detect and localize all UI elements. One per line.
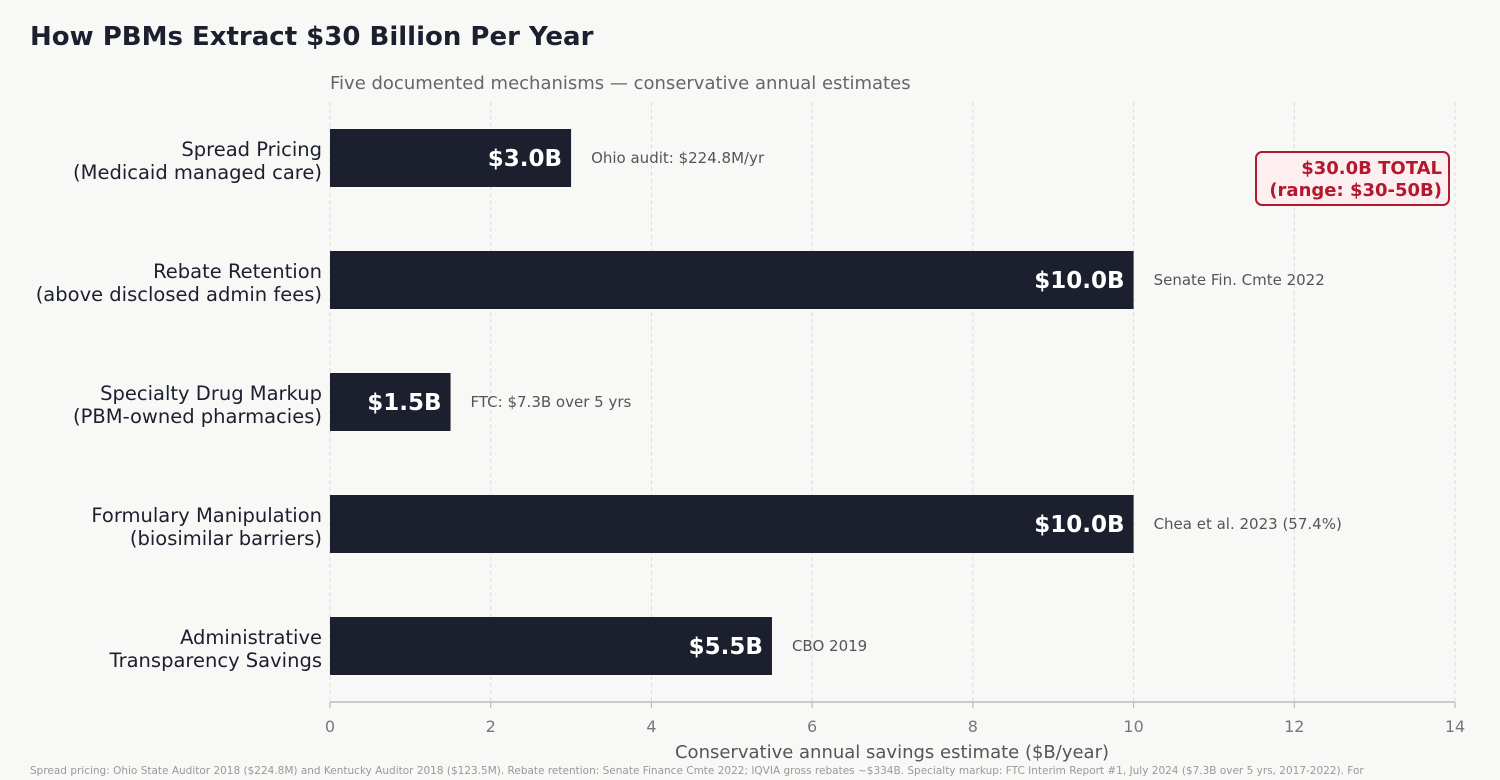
category-label: Specialty Drug Markup (PBM-owned pharmaci… <box>73 382 322 428</box>
category-label: Rebate Retention (above disclosed admin f… <box>36 260 322 306</box>
value-label: $1.5B <box>367 390 441 416</box>
bar <box>330 373 451 431</box>
bar <box>330 129 572 187</box>
x-tick-label: 0 <box>325 717 335 736</box>
source-note: CBO 2019 <box>792 637 867 655</box>
total-box-text: (range: $30-50B) <box>1269 180 1442 201</box>
x-tick-label: 2 <box>486 717 496 736</box>
bar <box>330 617 772 675</box>
bar <box>330 495 1134 553</box>
category-label: Spread Pricing (Medicaid managed care) <box>73 138 322 184</box>
chart-title: How PBMs Extract $30 Billion Per Year <box>30 22 594 52</box>
source-note: Ohio audit: $224.8M/yr <box>591 149 765 167</box>
value-label: $3.0B <box>488 146 562 172</box>
x-tick-label: 6 <box>807 717 817 736</box>
x-tick-label: 4 <box>646 717 656 736</box>
x-tick-label: 14 <box>1445 717 1465 736</box>
x-tick-label: 8 <box>968 717 978 736</box>
total-box-frame <box>1255 151 1450 206</box>
source-note: Chea et al. 2023 (57.4%) <box>1154 515 1342 533</box>
bar <box>330 251 1134 309</box>
value-label: $10.0B <box>1034 512 1124 538</box>
x-tick-label: 12 <box>1284 717 1304 736</box>
value-label: $10.0B <box>1034 268 1124 294</box>
x-axis: 0 2 4 6 8 10 12 14 <box>325 701 1465 736</box>
x-tick-label: 10 <box>1123 717 1143 736</box>
category-label: Administrative Transparency Savings <box>109 626 322 672</box>
total-box-text: $30.0B TOTAL <box>1301 158 1442 179</box>
total-box: $30.0B TOTAL(range: $30-50B) <box>1255 151 1450 206</box>
source-note: Senate Fin. Cmte 2022 <box>1154 271 1325 289</box>
x-axis-label: Conservative annual savings estimate ($B… <box>675 742 1109 763</box>
footer-note: Spread pricing: Ohio State Auditor 2018 … <box>30 765 1364 777</box>
chart-subtitle: Five documented mechanisms — conservativ… <box>330 73 911 94</box>
category-label: Formulary Manipulation (biosimilar barrie… <box>91 504 322 550</box>
value-label: $5.5B <box>689 634 763 660</box>
bar-layer: Spread Pricing (Medicaid managed care) $3.… <box>36 129 1342 675</box>
source-note: FTC: $7.3B over 5 yrs <box>471 393 632 411</box>
